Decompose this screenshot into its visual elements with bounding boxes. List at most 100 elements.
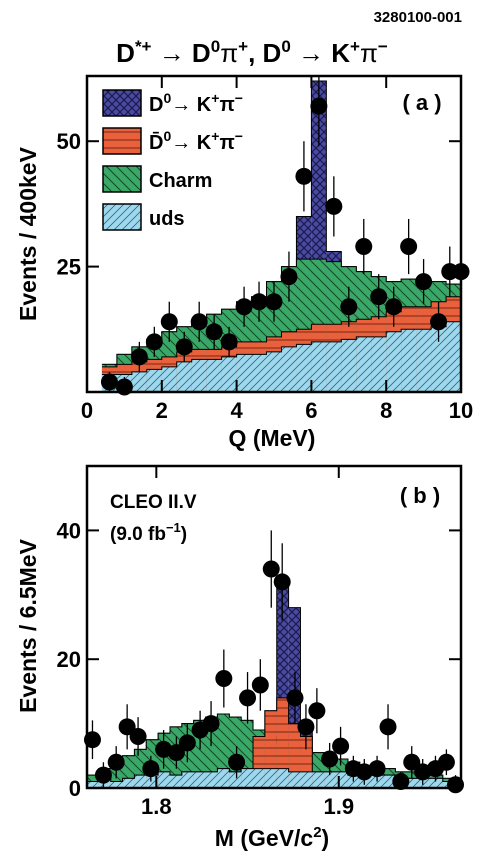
bar-uds: [371, 336, 387, 392]
data-point: [130, 348, 148, 366]
data-point: [178, 734, 196, 752]
x-tick-label: 8: [380, 398, 392, 423]
outline-uds: [101, 321, 461, 375]
x-tick-label: 0: [81, 398, 93, 423]
data-point: [295, 167, 313, 185]
bar-uds: [253, 768, 265, 788]
x-tick-label: 4: [230, 398, 243, 423]
bar-uds: [122, 778, 135, 788]
bar-uds: [241, 768, 254, 788]
panel-b-ticks: 1.8 1.9 0 20 40: [57, 466, 461, 819]
bar-uds: [134, 775, 147, 788]
bar-uds: [296, 344, 312, 392]
bar-uds: [170, 775, 182, 788]
data-point: [273, 573, 291, 591]
y-tick-label: 40: [57, 518, 81, 543]
bar-uds: [236, 354, 252, 392]
legend-label-signal: D0→ K+π−: [149, 90, 243, 116]
data-point: [308, 702, 326, 720]
bar-uds: [431, 326, 447, 392]
bar-uds: [146, 369, 162, 392]
bar-uds: [205, 771, 218, 788]
data-point: [332, 737, 350, 755]
panel-b-histogram: [87, 581, 455, 788]
y-tick-label: 0: [69, 776, 81, 801]
bar-uds: [336, 771, 348, 788]
bar-uds: [181, 771, 194, 788]
bar-uds: [300, 771, 313, 788]
bar-uds: [288, 771, 301, 788]
data-point: [215, 670, 233, 688]
outline-uds: [87, 768, 455, 783]
y-tick-label: 25: [57, 255, 81, 280]
legend-swatch-uds: [102, 203, 142, 231]
panel-a-ticks: 0 2 4 6 8 10 25 50: [57, 76, 473, 423]
bar-dbar: [288, 723, 301, 788]
data-point: [262, 560, 280, 578]
data-point: [355, 763, 373, 781]
data-point: [414, 763, 432, 781]
data-point: [310, 97, 328, 115]
y-tick-label: 50: [57, 129, 81, 154]
data-point: [325, 197, 343, 215]
bar-dbar: [253, 736, 265, 788]
panel-a-ylabel: Events / 400keV: [15, 146, 41, 321]
data-point: [340, 298, 358, 316]
bar-uds: [386, 331, 402, 392]
data-point: [175, 338, 193, 356]
figure-id: 3280100-001: [374, 9, 462, 26]
data-point: [437, 753, 455, 771]
bar-uds: [326, 341, 342, 392]
bar-dbar: [264, 710, 277, 788]
bar-uds: [419, 778, 431, 788]
panel-a-frame: [85, 74, 463, 394]
data-point: [118, 718, 136, 736]
bar-charm: [229, 717, 242, 788]
bar-charm: [205, 717, 218, 788]
data-point: [297, 718, 315, 736]
bar-uds: [276, 768, 289, 788]
legend-swatch-dbar: [102, 127, 142, 155]
bar-uds: [217, 768, 230, 788]
legend-label-uds: uds: [149, 208, 185, 230]
bar-uds: [206, 359, 222, 392]
bar-uds: [446, 321, 461, 392]
data-point: [220, 333, 238, 351]
bar-uds: [87, 781, 99, 788]
data-point: [129, 727, 147, 745]
panel-b-luminosity: (9.0 fb−1): [110, 520, 187, 545]
data-point: [107, 753, 125, 771]
panel-b: 1.8 1.9 0 20 40 ( b ) CLEO II.V (9.0 fb−1) M…: [15, 464, 465, 851]
bar-charm: [217, 713, 230, 788]
legend-label-charm: Charm: [149, 170, 212, 192]
bar-uds: [383, 775, 396, 788]
data-point: [142, 760, 160, 778]
data-point: [415, 273, 433, 291]
bar-uds: [311, 341, 327, 392]
bar-uds: [264, 768, 277, 788]
data-point: [145, 333, 163, 351]
panel-a: 0 2 4 6 8 10 25 50 ( a ) D0→ K+π− D̄0→ K+π− Charm…: [15, 74, 473, 451]
bar-charm: [193, 720, 206, 788]
data-point: [430, 313, 448, 331]
bar-uds: [430, 778, 443, 788]
panel-b-label: ( b ): [400, 483, 440, 508]
panel-b-ylabel: Events / 6.5MeV: [15, 538, 41, 713]
data-point: [385, 298, 403, 316]
data-point: [167, 744, 185, 762]
data-point: [235, 298, 253, 316]
data-point: [265, 293, 283, 311]
data-point: [190, 313, 208, 331]
data-point: [400, 238, 418, 256]
bar-uds: [266, 351, 282, 392]
bar-dbar: [300, 736, 313, 788]
data-point: [280, 268, 298, 286]
data-point: [251, 676, 269, 694]
data-point: [321, 750, 339, 768]
bar-uds: [401, 329, 417, 392]
x-tick-label: 1.8: [141, 794, 172, 819]
bar-uds: [341, 339, 357, 392]
legend-swatch-charm: [102, 165, 142, 193]
bar-uds: [229, 771, 242, 788]
x-tick-label: 10: [449, 398, 473, 423]
